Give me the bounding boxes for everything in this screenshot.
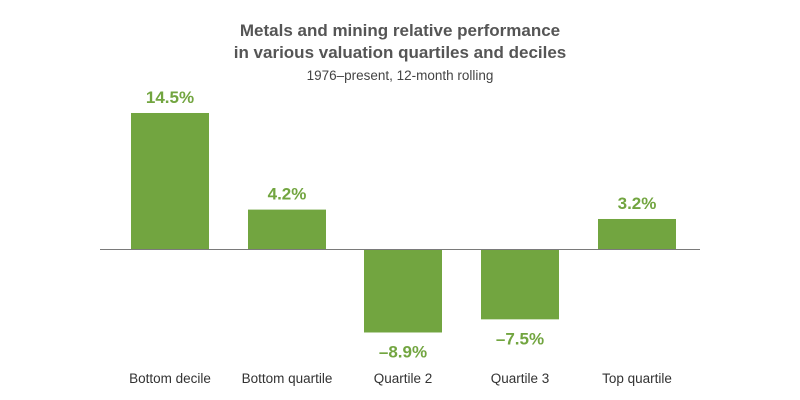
data-label-quartile-2: –8.9% [379, 342, 427, 361]
bar-top-quartile [598, 218, 676, 249]
category-label-quartile-3: Quartile 3 [491, 371, 550, 386]
bar-quartile-3 [481, 249, 559, 320]
chart-title-line-2: in various valuation quartiles and decil… [233, 43, 567, 62]
category-label-quartile-2: Quartile 2 [374, 371, 433, 386]
chart-subtitle: 1976–present, 12-month rolling [306, 68, 494, 83]
bar-bottom-quartile [248, 209, 326, 249]
bar-quartile-2 [364, 249, 442, 333]
category-label-bottom-decile: Bottom decile [129, 371, 211, 386]
data-label-bottom-decile: 14.5% [146, 88, 194, 107]
chart-title-line-1: Metals and mining relative performance [239, 21, 561, 40]
chart-title: Metals and mining relative performance i… [0, 20, 800, 64]
category-label-top-quartile: Top quartile [602, 371, 672, 386]
data-label-bottom-quartile: 4.2% [268, 185, 307, 204]
data-label-top-quartile: 3.2% [618, 194, 657, 213]
data-label-quartile-3: –7.5% [496, 329, 544, 348]
bar-bottom-decile [131, 112, 209, 250]
category-label-bottom-quartile: Bottom quartile [242, 371, 333, 386]
